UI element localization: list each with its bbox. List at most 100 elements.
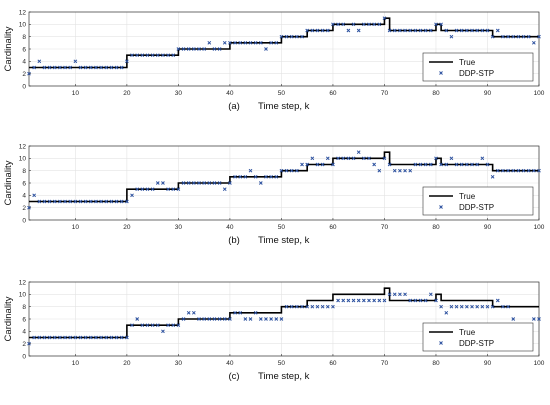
x-tick-label: 80 xyxy=(432,90,440,97)
estimate-marker xyxy=(228,181,232,185)
estimate-marker xyxy=(501,168,505,173)
estimate-marker xyxy=(63,65,67,70)
estimate-marker xyxy=(480,304,485,309)
estimate-marker xyxy=(444,162,449,167)
estimate-marker xyxy=(289,168,294,173)
y-tick-label: 2 xyxy=(22,205,26,212)
estimate-marker xyxy=(346,28,351,33)
legend-estimate-swatch xyxy=(439,71,443,75)
estimate-marker xyxy=(248,40,253,45)
estimate-marker xyxy=(367,298,371,303)
estimate-marker xyxy=(531,317,536,321)
estimate-marker xyxy=(202,181,207,185)
y-axis-label: Cardinality xyxy=(3,26,14,71)
x-tick-label: 20 xyxy=(123,224,131,231)
estimate-marker xyxy=(428,28,433,33)
estimate-marker xyxy=(336,156,340,161)
estimate-marker xyxy=(475,304,480,309)
estimate-marker xyxy=(459,28,464,33)
estimate-marker xyxy=(42,199,47,204)
estimate-marker xyxy=(94,199,98,204)
estimate-marker xyxy=(289,34,294,39)
estimate-marker xyxy=(475,162,480,167)
estimate-marker xyxy=(130,53,134,58)
estimate-marker xyxy=(264,174,268,179)
x-tick-label: 90 xyxy=(484,360,492,367)
estimate-marker xyxy=(490,174,495,179)
y-tick-label: 12 xyxy=(19,143,27,150)
estimate-marker xyxy=(459,304,464,309)
y-axis-label: Cardinality xyxy=(3,160,14,205)
estimate-marker xyxy=(73,199,78,204)
estimate-marker xyxy=(398,292,402,297)
estimate-marker xyxy=(444,310,449,315)
true-series-line xyxy=(29,151,539,203)
estimate-marker xyxy=(295,34,299,39)
subfigure-label: (a) xyxy=(228,101,240,112)
estimate-marker xyxy=(264,47,268,51)
y-tick-label: 6 xyxy=(22,46,26,53)
estimate-marker xyxy=(331,162,335,167)
estimate-marker xyxy=(387,162,392,167)
x-tick-label: 20 xyxy=(123,90,131,97)
estimate-marker xyxy=(408,298,413,303)
estimate-marker xyxy=(403,28,407,33)
y-tick-label: 0 xyxy=(22,217,26,224)
estimate-marker xyxy=(372,22,377,27)
estimate-marker xyxy=(253,174,258,179)
estimate-marker xyxy=(372,162,377,167)
x-tick-label: 50 xyxy=(278,224,286,231)
estimate-marker xyxy=(125,335,129,340)
estimate-marker xyxy=(202,317,207,321)
estimate-marker xyxy=(361,298,366,303)
estimate-marker xyxy=(387,28,392,33)
estimate-marker xyxy=(485,162,490,167)
estimate-marker xyxy=(315,304,320,309)
estimate-marker xyxy=(531,40,536,45)
x-axis-label: Time step, k xyxy=(258,235,310,246)
estimate-marker xyxy=(454,162,459,167)
estimate-marker xyxy=(217,181,222,185)
estimate-marker xyxy=(212,181,217,185)
estimate-marker xyxy=(37,335,42,340)
legend-estimate-swatch xyxy=(439,341,443,345)
estimate-marker xyxy=(258,40,263,45)
chart-panel-2: 10 20 30 40 50 60 70 80 90 100 0 2 4 6 8 10 12 Cardinalit… xyxy=(3,143,545,246)
estimate-marker xyxy=(130,193,134,198)
estimate-marker xyxy=(186,310,191,315)
estimate-marker xyxy=(526,168,531,173)
estimate-marker xyxy=(68,335,73,340)
estimate-marker xyxy=(408,28,413,33)
estimate-marker xyxy=(423,162,428,167)
estimate-marker xyxy=(222,40,227,45)
y-tick-label: 8 xyxy=(22,34,26,41)
estimate-marker xyxy=(449,156,454,161)
estimate-marker xyxy=(135,317,140,321)
estimate-marker xyxy=(305,28,310,33)
y-tick-label: 2 xyxy=(22,341,26,348)
estimate-marker xyxy=(423,298,428,303)
x-tick-label: 40 xyxy=(226,90,234,97)
y-tick-label: 12 xyxy=(19,9,27,16)
legend-box xyxy=(422,186,534,216)
estimate-marker xyxy=(454,28,459,33)
chart-panel-1: 10 20 30 40 50 60 70 80 90 100 0 2 4 6 8 10 12 Cardinalit… xyxy=(3,9,545,112)
estimate-marker xyxy=(114,199,119,204)
estimate-marker xyxy=(207,317,212,321)
true-series-line xyxy=(29,287,539,339)
estimate-marker xyxy=(176,47,181,51)
estimate-marker xyxy=(181,47,186,51)
x-tick-label: 100 xyxy=(534,360,545,367)
estimate-marker xyxy=(176,323,181,328)
estimate-marker xyxy=(356,298,361,303)
estimate-marker xyxy=(104,65,109,70)
y-tick-label: 10 xyxy=(19,22,27,29)
estimate-marker xyxy=(439,22,443,27)
estimate-marker xyxy=(418,298,423,303)
estimate-marker xyxy=(506,34,510,39)
y-tick-label: 2 xyxy=(22,71,26,78)
estimate-marker xyxy=(150,53,155,58)
estimate-marker xyxy=(83,335,88,340)
estimate-marker xyxy=(58,199,62,204)
estimate-marker xyxy=(434,22,438,27)
